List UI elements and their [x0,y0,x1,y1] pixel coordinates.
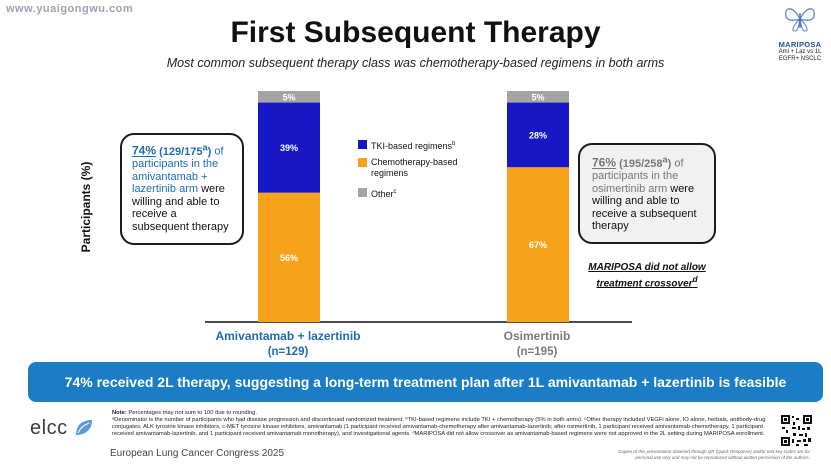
bar-value-label: 56% [280,253,298,263]
bar-segment [258,192,320,322]
footnotes: Note: Percentages may not sum to 100 due… [112,410,766,437]
legend-label: Chemotherapy-based regimens [371,157,458,178]
callout-left-of: of [211,145,224,158]
elcc-leaf-icon [75,420,92,435]
bar-value-label: 39% [280,143,298,153]
slide-subtitle: Most common subsequent therapy class was… [166,56,665,70]
callout-right-of: of [671,157,684,170]
bar-segment [507,102,569,168]
callout-amivantamab: 74% (129/175a) of participants in the am… [120,133,244,245]
congress-name: European Lung Cancer Congress 2025 [110,448,285,459]
qr-code-icon[interactable] [780,414,813,447]
copyright-note: Copies of this presentation obtained thr… [618,449,810,460]
callout-right-arm: participants in the osimertinib arm [592,170,679,195]
mariposa-logo: MARIPOSA Ami + Laz vs 1L EGFR+ NSCLC [772,4,828,62]
category-label: Amivantamab + lazertinib [215,329,360,343]
bar-value-label: 5% [282,92,295,102]
no-crossover-note: MARIPOSA did not allow treatment crossove… [588,262,706,289]
callout-right-rest: were willing and able to receive a subse… [592,182,697,233]
bar-segment [258,102,320,193]
slide-title: First Subsequent Therapy [230,16,601,49]
callout-left-pct: 74% [132,143,157,158]
callout-right-count: (195/258a) [619,154,672,170]
legend-swatch [358,158,367,167]
bar-value-label: 5% [531,92,544,102]
key-takeaway-banner: 74% received 2L therapy, suggesting a lo… [28,362,823,402]
elcc-logo: elcc [30,417,94,440]
logo-name: MARIPOSA [778,40,822,49]
legend-swatch [358,140,367,149]
legend-label: TKI-based regimensb [371,141,456,151]
callout-left-arm: participants in the amivantamab + lazert… [132,158,219,196]
bar-segment [258,91,320,103]
butterfly-icon [785,8,815,32]
callout-left-count: (129/175a) [159,142,212,158]
callout-left-rest: were willing and able to receive a subse… [132,183,229,233]
logo-line-1: Ami + Laz vs 1L [778,49,822,55]
y-axis-label: Participants (%) [79,162,93,253]
category-label: Osimertinib [504,329,571,343]
category-n-label: (n=129) [268,346,309,358]
logo-line-2: EGFR+ NSCLC [778,56,822,62]
bar-segment [507,167,569,322]
bar-segment [507,91,569,103]
callout-right-pct: 76% [592,155,617,170]
bar-value-label: 67% [529,240,547,250]
legend-swatch [358,188,367,197]
bar-value-label: 28% [529,130,547,140]
category-n-label: (n=195) [517,346,558,358]
legend-label: Otherc [371,189,397,199]
watermark: www.yuaigongwu.com [6,3,134,15]
callout-osimertinib: 76% (195/258a) of participants in the os… [578,143,716,244]
